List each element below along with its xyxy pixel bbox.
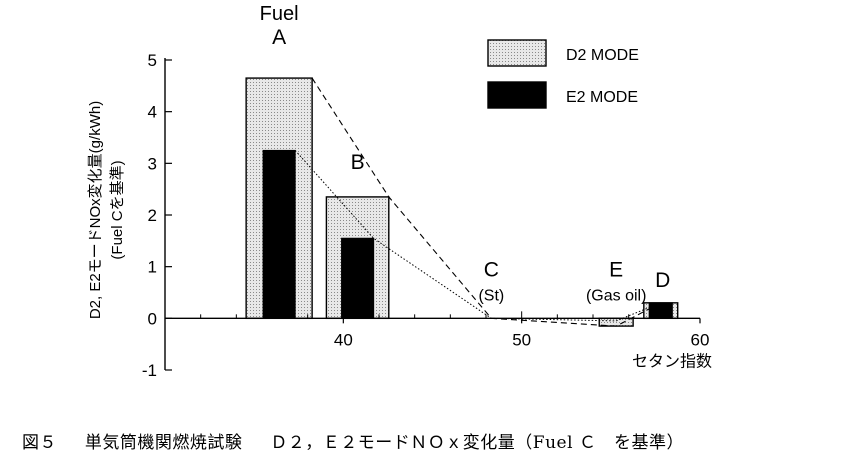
y-tick-label-2: 2 [148, 206, 157, 225]
legend: D2 MODE E2 MODE [487, 39, 639, 109]
y-axis-title-line-1: D2, E2モードNOx変化量(g/kWh) [87, 101, 104, 319]
bar-e2-b [341, 237, 375, 319]
y-tick-label-0: 0 [148, 309, 157, 328]
bars-layer [245, 77, 679, 327]
y-tick-label-3: 3 [148, 154, 157, 173]
fuel-label-a-line-1: Fuel [260, 3, 299, 25]
caption-title: Ｄ２，Ｅ２モードＮＯｘ変化量（Fuel Ｃ を基準） [270, 433, 684, 453]
fuel-label-e-line-2: (Gas oil) [586, 287, 646, 304]
bar-e2-a [262, 149, 296, 319]
y-tick-label-4: 4 [148, 103, 157, 122]
fuel-label-e-line-1: E [609, 258, 623, 281]
bar-e2-d [648, 302, 673, 319]
y-tick-label--1: -1 [142, 361, 157, 380]
caption-figure-number: 図５ [22, 433, 57, 453]
y-axis-title-line-2: (Fuel Cを基準) [109, 160, 126, 259]
fuel-label-a-line-2: A [272, 26, 286, 49]
x-axis-title: セタン指数 [632, 352, 712, 370]
axes-layer: -1 0 1 2 3 4 5 40 50 60 セタン指数 D2, E2モードNOx変化量(g/kWh… [87, 51, 712, 380]
legend-label-e2: E2 MODE [566, 89, 638, 106]
legend-swatch-d2 [487, 39, 547, 67]
y-tick-label-5: 5 [148, 51, 157, 70]
fuel-label-c-line-1: C [484, 258, 499, 281]
legend-label-d2: D2 MODE [566, 47, 639, 64]
legend-swatch-e2 [487, 81, 547, 109]
fuel-label-d-line-1: D [655, 269, 670, 292]
fuel-label-c-line-2: (St) [478, 287, 504, 304]
fuel-label-b-line-1: B [351, 151, 365, 174]
y-tick-label-1: 1 [148, 258, 157, 277]
figure-caption: 図５ 単気筒機関燃焼試験 Ｄ２，Ｅ２モードＮＯｘ変化量（Fuel Ｃ を基準） [22, 428, 842, 453]
x-tick-label-40: 40 [334, 330, 353, 349]
nox-change-chart: -1 0 1 2 3 4 5 40 50 60 セタン指数 D2, E2モードNOx変化量(g/kWh… [87, 3, 712, 380]
caption-test-name: 単気筒機関燃焼試験 [84, 433, 243, 453]
x-tick-label-60: 60 [691, 330, 710, 349]
x-tick-label-50: 50 [512, 330, 531, 349]
